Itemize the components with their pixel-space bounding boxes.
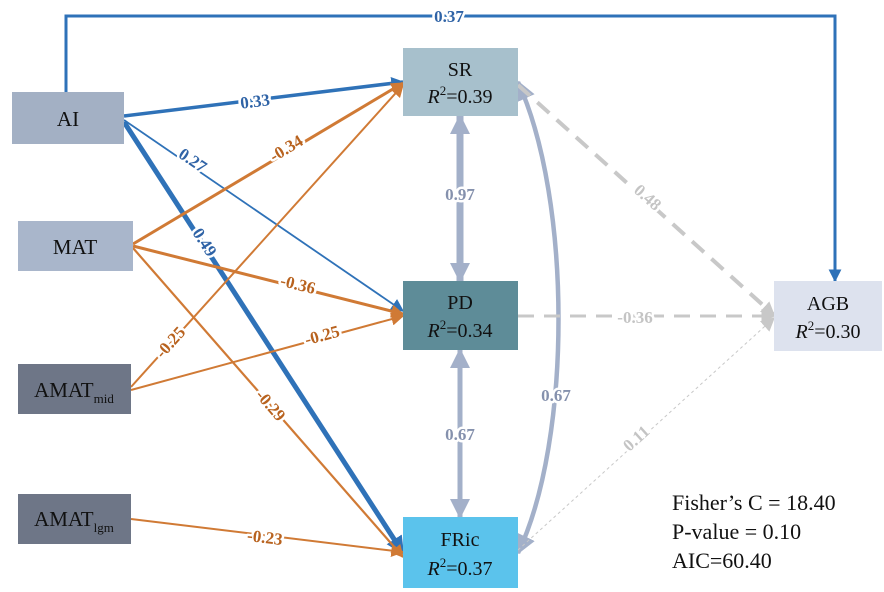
node-agb-r2-exponent: 2 <box>808 318 815 333</box>
node-fric-r2: R2=0.37 <box>427 555 493 580</box>
coef-pd-fric: 0.67 <box>445 425 475 444</box>
edges <box>64 14 842 558</box>
coef-fric-agb: 0.11 <box>619 422 653 455</box>
aic-stat: AIC=60.40 <box>672 548 772 573</box>
node-agb-label: AGB <box>807 293 849 315</box>
node-sr-r2-value: =0.39 <box>446 86 492 108</box>
path-mat-sr <box>132 81 405 246</box>
node-ai: AI <box>12 92 124 144</box>
node-mat: MAT <box>18 221 133 271</box>
path-ai-agb <box>64 14 842 283</box>
coef-mat-pd: -0.36 <box>278 271 317 298</box>
node-fric-r2-symbol: R <box>427 558 440 580</box>
node-fric-r2-exponent: 2 <box>440 555 447 570</box>
path-mat-fric <box>132 247 404 558</box>
path-amatmid-sr <box>130 84 404 388</box>
node-pd-r2-symbol: R <box>427 320 440 342</box>
node-agb-r2: R2=0.30 <box>795 318 861 343</box>
path-ai-pd <box>123 119 405 312</box>
node-sr-label: SR <box>448 59 473 81</box>
node-agb-r2-value: =0.30 <box>814 321 860 343</box>
coef-sr-agb: 0.48 <box>630 180 665 214</box>
path-ai-fric <box>121 120 406 555</box>
node-agb-box <box>774 281 882 351</box>
coef-sr-pd: 0.97 <box>445 185 475 204</box>
node-pd-r2-value: =0.34 <box>446 320 492 342</box>
node-amat-lgm-subscript: lgm <box>94 520 114 535</box>
node-ai-box <box>12 92 124 144</box>
node-sr-box <box>403 48 518 116</box>
node-sr-r2: R2=0.39 <box>427 83 493 108</box>
path-amatmid-pd <box>130 312 405 391</box>
path-ai-sr <box>123 76 405 118</box>
node-mat-box <box>18 221 133 271</box>
node-amat-mid-label-text: AMATmid <box>34 378 114 406</box>
coef-ai-sr: 0.33 <box>239 90 271 112</box>
nodes: AI MAT AMATmid AMATlgm SR R2=0.39 PD R2=… <box>12 48 882 588</box>
node-amat-lgm: AMATlgm <box>18 494 131 544</box>
node-sr-r2-symbol: R <box>427 86 440 108</box>
node-sr-r2-exponent: 2 <box>440 83 447 98</box>
node-pd: PD R2=0.34 <box>403 281 518 350</box>
node-fric-label: FRic <box>441 529 480 551</box>
node-fric: FRic R2=0.37 <box>403 517 518 588</box>
model-fit-stats: Fisher’s C = 18.40 P-value = 0.10 AIC=60… <box>672 488 836 575</box>
coef-ai-pd: 0.27 <box>175 144 211 177</box>
node-agb-r2-symbol: R <box>795 321 808 343</box>
node-amat-mid-subscript: mid <box>94 391 115 406</box>
coef-amatlgm-fric: -0.23 <box>246 526 283 549</box>
path-sr-fric <box>515 80 561 555</box>
coef-ai-agb: 0.37 <box>434 7 464 26</box>
node-amat-lgm-label-text: AMATlgm <box>34 507 114 535</box>
node-amat-lgm-box <box>18 494 131 544</box>
path-amatlgm-fric <box>130 518 405 558</box>
p-value-stat: P-value = 0.10 <box>672 519 802 544</box>
path-sr-agb <box>516 83 776 317</box>
path-mat-pd <box>132 244 405 318</box>
node-fric-box <box>403 517 518 588</box>
node-pd-r2: R2=0.34 <box>427 317 493 342</box>
node-amat-mid-box <box>18 364 131 414</box>
coef-mat-sr: -0.34 <box>266 131 307 166</box>
coef-amatmid-pd: -0.25 <box>303 322 342 350</box>
coef-sr-fric: 0.67 <box>541 386 571 405</box>
node-mat-label: MAT <box>53 235 98 259</box>
node-amat-lgm-label: AMAT <box>34 507 94 531</box>
node-agb: AGB R2=0.30 <box>774 281 882 351</box>
node-pd-r2-exponent: 2 <box>440 317 447 332</box>
node-amat-mid: AMATmid <box>18 364 131 414</box>
coef-pd-agb: -0.36 <box>617 308 652 327</box>
node-fric-r2-value: =0.37 <box>446 558 492 580</box>
node-amat-mid-label: AMAT <box>34 378 94 402</box>
fisher-c-stat: Fisher’s C = 18.40 <box>672 490 836 515</box>
node-pd-label: PD <box>447 292 473 314</box>
node-pd-box <box>403 281 518 350</box>
node-ai-label: AI <box>57 107 79 131</box>
node-sr: SR R2=0.39 <box>403 48 518 116</box>
